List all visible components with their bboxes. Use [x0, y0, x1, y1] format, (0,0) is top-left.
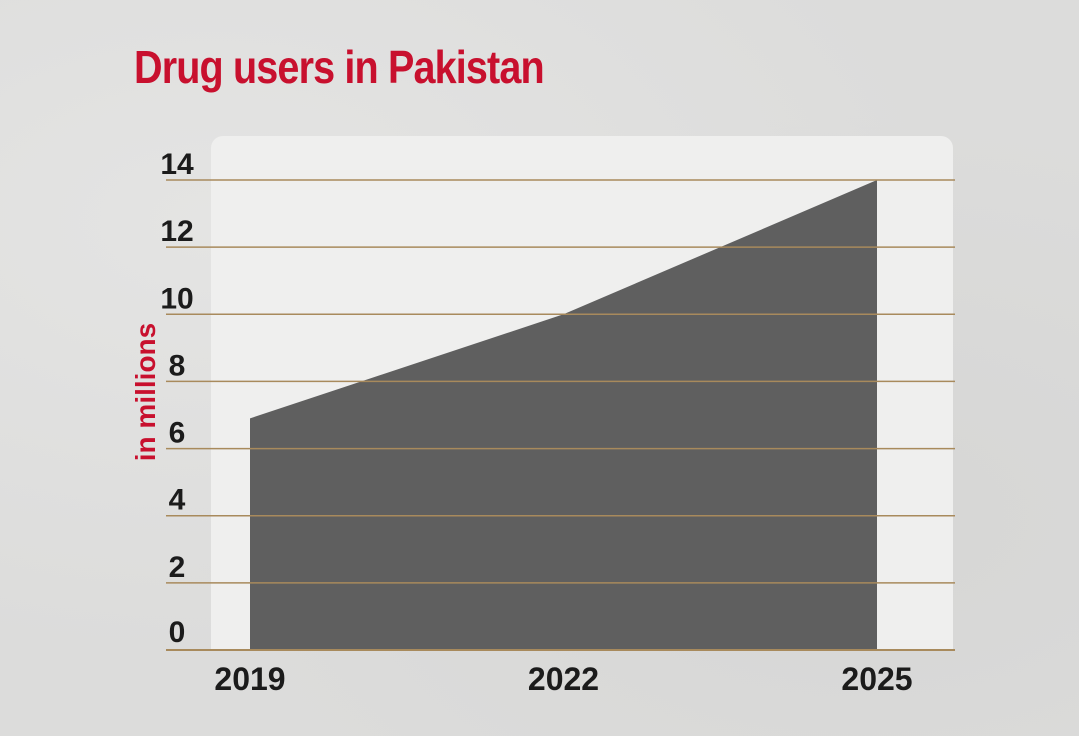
y-tick-label: 12 [160, 215, 193, 248]
x-tick-label: 2025 [841, 661, 912, 697]
y-tick-labels: 0 2 4 6 8 10 12 14 [160, 148, 194, 649]
y-tick-label: 0 [169, 616, 186, 649]
y-tick-label: 14 [160, 148, 194, 181]
y-tick-label: 10 [160, 282, 193, 315]
x-tick-label: 2019 [214, 661, 285, 697]
y-tick-label: 4 [169, 484, 186, 517]
x-tick-labels: 2019 2022 2025 [214, 661, 912, 697]
grid-layer [166, 179, 955, 651]
chart-title: Drug users in Pakistan [134, 41, 545, 93]
y-tick-label: 8 [169, 349, 186, 382]
y-tick-label: 2 [169, 551, 186, 584]
area-layer [250, 180, 877, 650]
y-tick-label: 6 [169, 417, 186, 450]
x-tick-label: 2022 [528, 661, 599, 697]
area-series [250, 180, 877, 650]
